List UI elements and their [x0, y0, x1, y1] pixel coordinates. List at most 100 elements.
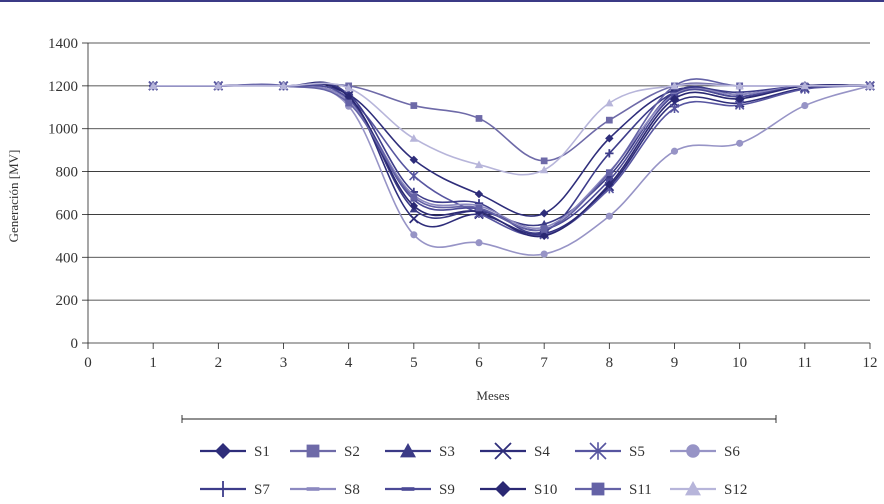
marker-dash	[605, 178, 613, 182]
y-tick-label: 1400	[48, 36, 78, 52]
series-line	[153, 82, 870, 176]
legend-item-S3: S3	[385, 443, 455, 460]
legend-label: S6	[724, 444, 740, 460]
legend-item-S9: S9	[385, 482, 455, 498]
marker-asterisk	[409, 171, 419, 181]
marker-square	[591, 482, 605, 496]
marker-x	[494, 442, 512, 460]
marker-triangle	[400, 443, 416, 458]
marker-plus	[215, 481, 231, 497]
marker-diamond	[495, 481, 511, 497]
marker-square	[306, 444, 320, 458]
x-tick-label: 8	[606, 355, 614, 371]
legend-item-S8: S8	[290, 482, 360, 498]
marker-circle	[801, 102, 809, 110]
legend-label: S5	[629, 444, 645, 460]
x-tick-label: 9	[671, 355, 679, 371]
marker-diamond	[409, 201, 419, 211]
y-tick-label: 1000	[48, 122, 78, 138]
legend-label: S8	[344, 482, 360, 498]
marker-asterisk	[669, 103, 680, 114]
x-tick-label: 12	[863, 355, 878, 371]
series-S7	[148, 81, 875, 236]
series-S8	[149, 83, 874, 230]
legend-label: S2	[344, 444, 360, 460]
x-tick-label: 0	[84, 355, 92, 371]
x-tick-label: 1	[149, 355, 157, 371]
marker-diamond	[539, 231, 549, 241]
legend-label: S4	[534, 444, 550, 460]
x-axis-label: Meses	[476, 388, 509, 403]
marker-dash	[306, 487, 320, 491]
marker-dash	[401, 487, 415, 491]
legend-label: S1	[254, 444, 270, 460]
marker-square	[605, 116, 613, 124]
legend-item-S4: S4	[480, 442, 550, 460]
y-tick-label: 1200	[48, 79, 78, 95]
series-S12	[148, 81, 875, 176]
legend-item-S5: S5	[575, 442, 645, 460]
marker-triangle	[670, 81, 679, 90]
marker-diamond	[670, 94, 679, 103]
marker-asterisk	[589, 442, 607, 460]
marker-diamond	[539, 209, 549, 218]
x-tick-label: 10	[732, 355, 747, 371]
marker-triangle	[685, 481, 701, 496]
top-rule	[0, 0, 884, 2]
legend-item-S10: S10	[480, 481, 557, 498]
legend-label: S9	[439, 482, 455, 498]
marker-triangle	[409, 134, 419, 142]
marker-circle	[686, 444, 700, 458]
marker-diamond	[605, 180, 614, 189]
marker-diamond	[409, 155, 419, 164]
marker-triangle	[214, 81, 223, 90]
series-S10	[148, 81, 875, 241]
marker-diamond	[215, 443, 231, 459]
x-tick-label: 2	[215, 355, 223, 371]
legend-item-S1: S1	[200, 443, 270, 460]
x-tick-label: 11	[798, 355, 812, 371]
marker-square	[410, 193, 418, 201]
y-tick-label: 200	[56, 293, 79, 309]
legend-item-S11: S11	[575, 482, 652, 498]
y-tick-label: 400	[56, 250, 79, 266]
marker-square	[345, 99, 353, 107]
legend-label: S12	[724, 482, 747, 498]
marker-triangle	[148, 81, 158, 90]
series-line	[153, 84, 871, 232]
marker-triangle	[539, 165, 549, 174]
marker-diamond	[344, 92, 353, 101]
series-S11	[149, 78, 874, 233]
marker-square	[540, 157, 548, 165]
series-line	[153, 82, 871, 227]
series-line	[153, 83, 871, 230]
marker-x	[408, 213, 419, 224]
series-S3	[148, 81, 875, 228]
legend-item-S12: S12	[670, 481, 747, 498]
legend-label: S3	[439, 444, 455, 460]
x-tick-label: 6	[475, 355, 483, 371]
series-line	[153, 78, 870, 232]
legend-label: S11	[629, 482, 652, 498]
marker-diamond	[735, 94, 744, 103]
marker-triangle	[279, 81, 288, 90]
series-S1	[148, 81, 875, 218]
marker-triangle	[344, 83, 353, 92]
marker-square	[410, 102, 418, 109]
y-tick-label: 0	[71, 336, 79, 352]
series-line	[153, 84, 871, 237]
marker-circle	[540, 250, 548, 258]
marker-diamond	[474, 207, 484, 217]
series-S9	[149, 84, 874, 232]
marker-triangle	[474, 160, 484, 169]
x-tick-label: 7	[540, 355, 548, 371]
marker-triangle	[605, 98, 614, 107]
x-tick-label: 3	[280, 355, 288, 371]
legend-label: S10	[534, 482, 557, 498]
y-tick-label: 600	[56, 207, 79, 223]
series-S5	[148, 81, 875, 240]
y-tick-label: 800	[56, 165, 79, 181]
series-S6	[149, 82, 874, 258]
marker-circle	[605, 212, 613, 220]
